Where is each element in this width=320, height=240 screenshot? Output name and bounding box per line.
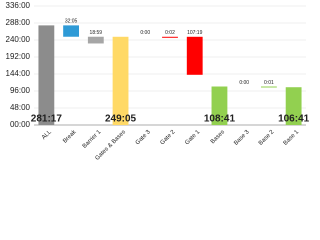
value-label: 0:02 [165, 30, 175, 36]
value-label: 281:17 [31, 114, 63, 125]
x-tick-label: Base 2 [258, 129, 276, 147]
bar [186, 36, 203, 75]
chart: 00:00 48:00 96:00 144:00 192:00 240:00 288:00 3… [6, 1, 310, 162]
x-tick-label: Gate 1 [184, 129, 201, 146]
value-label: 107:19 [187, 30, 203, 36]
y-tick-label: 336:00 [6, 1, 31, 10]
y-tick-label: 192:00 [6, 52, 31, 61]
bar [87, 36, 104, 44]
bar [63, 25, 80, 37]
bar [211, 86, 228, 125]
bar [260, 86, 277, 88]
value-label: 106:41 [278, 114, 310, 125]
x-tick-label: Gate 2 [160, 129, 177, 146]
value-label: 0:00 [140, 30, 150, 36]
bar [285, 87, 302, 125]
x-tick-label: Gate 3 [135, 129, 152, 146]
value-label: 32:05 [65, 19, 78, 25]
x-tick-label: Base 3 [233, 129, 251, 147]
x-tick-label: Break [62, 129, 78, 145]
y-tick-label: 00:00 [10, 120, 31, 129]
y-tick-label: 96:00 [10, 86, 31, 95]
value-label: 108:41 [204, 114, 236, 125]
y-tick-label: 144:00 [6, 69, 31, 78]
y-tick-label: 48:00 [10, 103, 31, 112]
x-tick-label: Bases [210, 129, 226, 145]
x-tick-label: ALL [41, 129, 53, 141]
y-tick-label: 240:00 [6, 35, 31, 44]
y-tick-label: 288:00 [6, 18, 31, 27]
value-label: 0:01 [264, 80, 274, 86]
x-tick-label: Base 1 [283, 129, 301, 147]
bar [162, 36, 178, 38]
value-label: 0:00 [239, 80, 249, 86]
x-tick-label: Barrier 1 [82, 129, 103, 150]
bar [112, 36, 129, 125]
bar [38, 25, 55, 125]
value-label: 249:05 [105, 114, 137, 125]
value-label: 18:59 [90, 30, 103, 36]
